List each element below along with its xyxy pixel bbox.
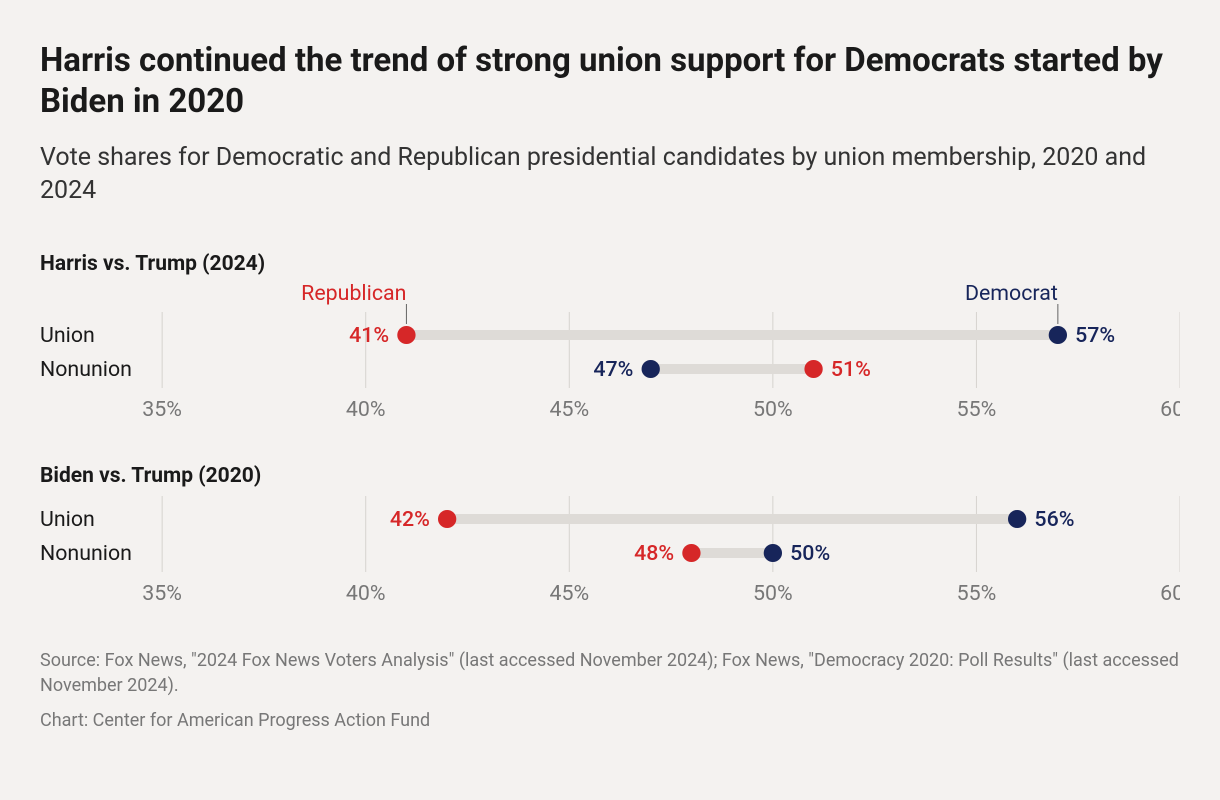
- x-tick-label: 55%: [957, 581, 997, 606]
- x-tick-label: 50%: [753, 581, 793, 606]
- dot-republican: [682, 544, 700, 562]
- dot-democrat: [764, 544, 782, 562]
- dot-republican: [804, 360, 822, 378]
- x-tick-label: 35%: [142, 581, 182, 606]
- x-tick-label: 35%: [142, 397, 182, 422]
- value-democrat: 47%: [593, 357, 633, 382]
- dot-republican: [397, 326, 415, 344]
- panel-title: Biden vs. Trump (2020): [40, 464, 1180, 488]
- credit-note: Chart: Center for American Progress Acti…: [40, 708, 1180, 733]
- x-tick-label: 60%: [1160, 581, 1180, 606]
- value-democrat: 50%: [790, 541, 830, 566]
- value-republican: 48%: [634, 541, 674, 566]
- chart-area: Harris vs. Trump (2024) 35% 40% 45% 50% 55% 60…: [40, 252, 1180, 614]
- x-tick-label: 40%: [346, 581, 386, 606]
- x-tick-label: 45%: [549, 581, 589, 606]
- value-republican: 42%: [390, 507, 430, 532]
- chart-title: Harris continued the trend of strong uni…: [40, 40, 1180, 123]
- panel-plot: 35% 40% 45% 50% 55% 60% Union 41% 57% Republican D…: [40, 278, 1180, 426]
- chart-footer: Source: Fox News, "2024 Fox News Voters …: [40, 648, 1180, 734]
- dot-democrat: [1049, 326, 1067, 344]
- x-tick-label: 50%: [753, 397, 793, 422]
- x-tick-label: 45%: [549, 397, 589, 422]
- source-note: Source: Fox News, "2024 Fox News Voters …: [40, 648, 1180, 698]
- legend-republican: Republican: [301, 281, 406, 306]
- value-democrat: 57%: [1075, 323, 1115, 348]
- chart-panel: Biden vs. Trump (2020) 35% 40% 45% 50% 55% 60%…: [40, 464, 1180, 614]
- panel-title: Harris vs. Trump (2024): [40, 252, 1180, 276]
- chart-subtitle: Vote shares for Democratic and Republica…: [40, 141, 1180, 209]
- x-tick-label: 60%: [1160, 397, 1180, 422]
- dot-republican: [438, 510, 456, 528]
- dot-democrat: [1008, 510, 1026, 528]
- row-label: Union: [40, 323, 95, 348]
- row-label: Nonunion: [40, 357, 132, 382]
- x-tick-label: 55%: [957, 397, 997, 422]
- dot-democrat: [642, 360, 660, 378]
- row-label: Nonunion: [40, 541, 132, 566]
- value-democrat: 56%: [1034, 507, 1074, 532]
- value-republican: 51%: [831, 357, 871, 382]
- legend-democrat: Democrat: [965, 281, 1058, 306]
- row-label: Union: [40, 507, 95, 532]
- chart-panel: Harris vs. Trump (2024) 35% 40% 45% 50% 55% 60…: [40, 252, 1180, 430]
- value-republican: 41%: [349, 323, 389, 348]
- x-tick-label: 40%: [346, 397, 386, 422]
- panel-plot: 35% 40% 45% 50% 55% 60% Union 42% 56% Nonunion 48%…: [40, 490, 1180, 610]
